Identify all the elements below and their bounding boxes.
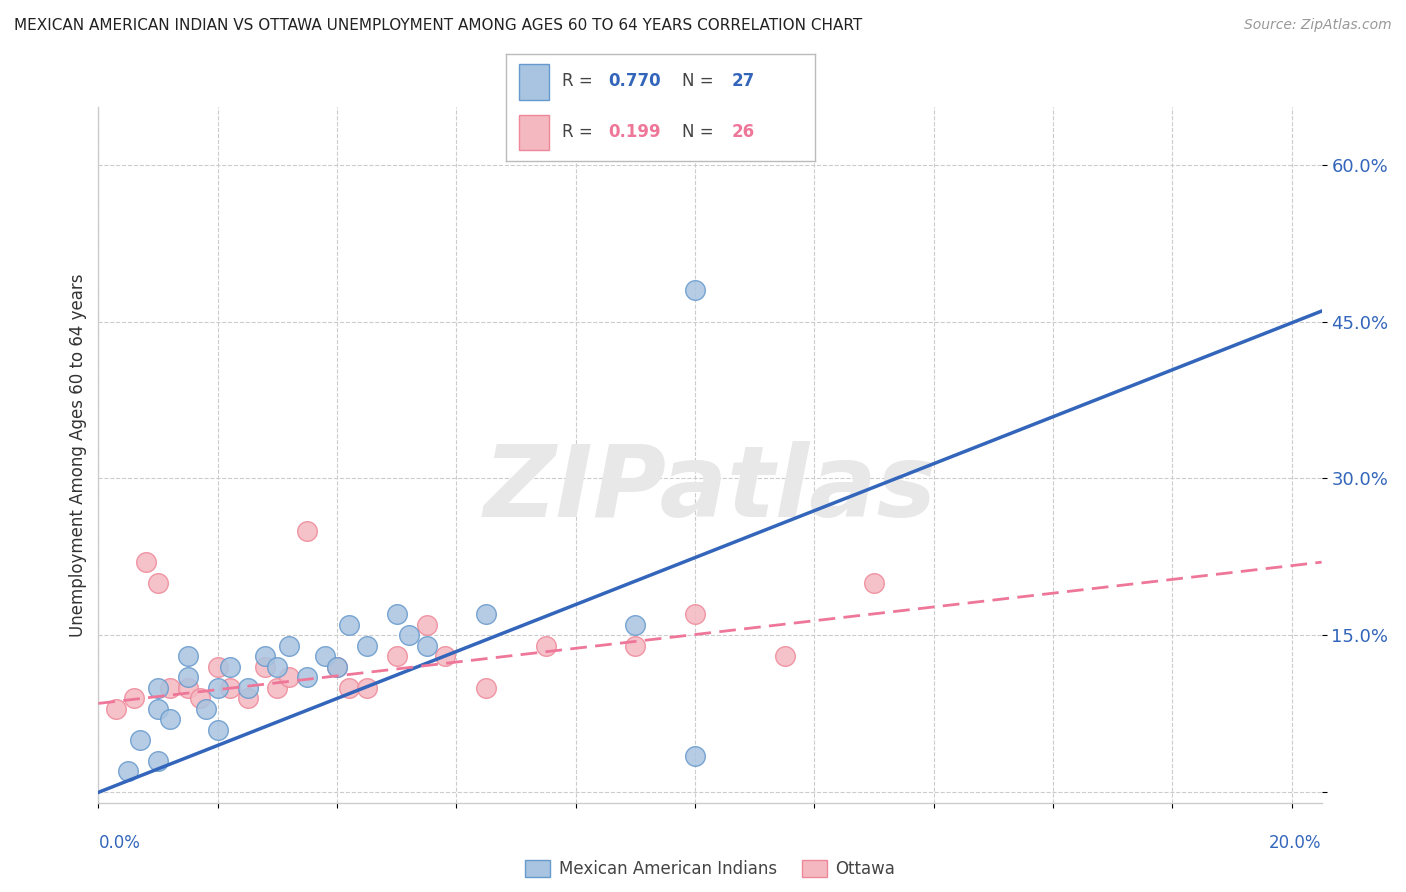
Text: MEXICAN AMERICAN INDIAN VS OTTAWA UNEMPLOYMENT AMONG AGES 60 TO 64 YEARS CORRELA: MEXICAN AMERICAN INDIAN VS OTTAWA UNEMPL…: [14, 18, 862, 33]
Point: [326, 660, 349, 674]
Text: 26: 26: [733, 123, 755, 141]
Point: [356, 681, 378, 695]
Point: [297, 670, 319, 684]
Point: [337, 681, 360, 695]
Point: [105, 701, 128, 715]
Point: [236, 681, 259, 695]
Point: [177, 681, 200, 695]
Point: [135, 555, 157, 569]
Point: [398, 628, 420, 642]
Point: [534, 639, 557, 653]
Y-axis label: Unemployment Among Ages 60 to 64 years: Unemployment Among Ages 60 to 64 years: [69, 273, 87, 637]
Text: 27: 27: [733, 72, 755, 90]
Point: [415, 639, 437, 653]
Point: [236, 691, 259, 706]
Point: [863, 576, 886, 591]
Text: R =: R =: [562, 123, 598, 141]
Point: [773, 649, 796, 664]
Point: [159, 712, 181, 726]
Point: [122, 691, 145, 706]
Point: [337, 618, 360, 632]
Point: [117, 764, 139, 779]
Point: [278, 639, 301, 653]
Text: N =: N =: [682, 72, 720, 90]
Point: [278, 670, 301, 684]
Text: 0.770: 0.770: [609, 72, 661, 90]
Point: [326, 660, 349, 674]
Point: [218, 681, 240, 695]
Text: R =: R =: [562, 72, 598, 90]
Point: [385, 607, 408, 622]
Point: [433, 649, 456, 664]
FancyBboxPatch shape: [519, 64, 550, 100]
Point: [266, 660, 288, 674]
Point: [129, 733, 152, 747]
Point: [177, 670, 200, 684]
Point: [475, 607, 498, 622]
Point: [356, 639, 378, 653]
Text: Source: ZipAtlas.com: Source: ZipAtlas.com: [1244, 18, 1392, 32]
Point: [207, 681, 229, 695]
Point: [207, 660, 229, 674]
Point: [146, 701, 169, 715]
Point: [624, 639, 647, 653]
Point: [218, 660, 240, 674]
Point: [385, 649, 408, 664]
Point: [207, 723, 229, 737]
Text: 20.0%: 20.0%: [1270, 834, 1322, 852]
Point: [146, 754, 169, 768]
Text: N =: N =: [682, 123, 720, 141]
Point: [146, 681, 169, 695]
Point: [297, 524, 319, 538]
Legend: Mexican American Indians, Ottawa: Mexican American Indians, Ottawa: [519, 854, 901, 885]
Point: [194, 701, 217, 715]
Point: [146, 576, 169, 591]
Point: [188, 691, 211, 706]
Point: [254, 660, 277, 674]
Point: [314, 649, 336, 664]
Text: 0.0%: 0.0%: [98, 834, 141, 852]
Point: [683, 283, 706, 297]
Text: ZIPatlas: ZIPatlas: [484, 442, 936, 538]
Point: [415, 618, 437, 632]
Point: [683, 607, 706, 622]
Point: [624, 618, 647, 632]
Point: [683, 748, 706, 763]
Point: [159, 681, 181, 695]
Point: [254, 649, 277, 664]
Text: 0.199: 0.199: [609, 123, 661, 141]
Point: [475, 681, 498, 695]
Point: [177, 649, 200, 664]
Point: [266, 681, 288, 695]
FancyBboxPatch shape: [519, 114, 550, 150]
